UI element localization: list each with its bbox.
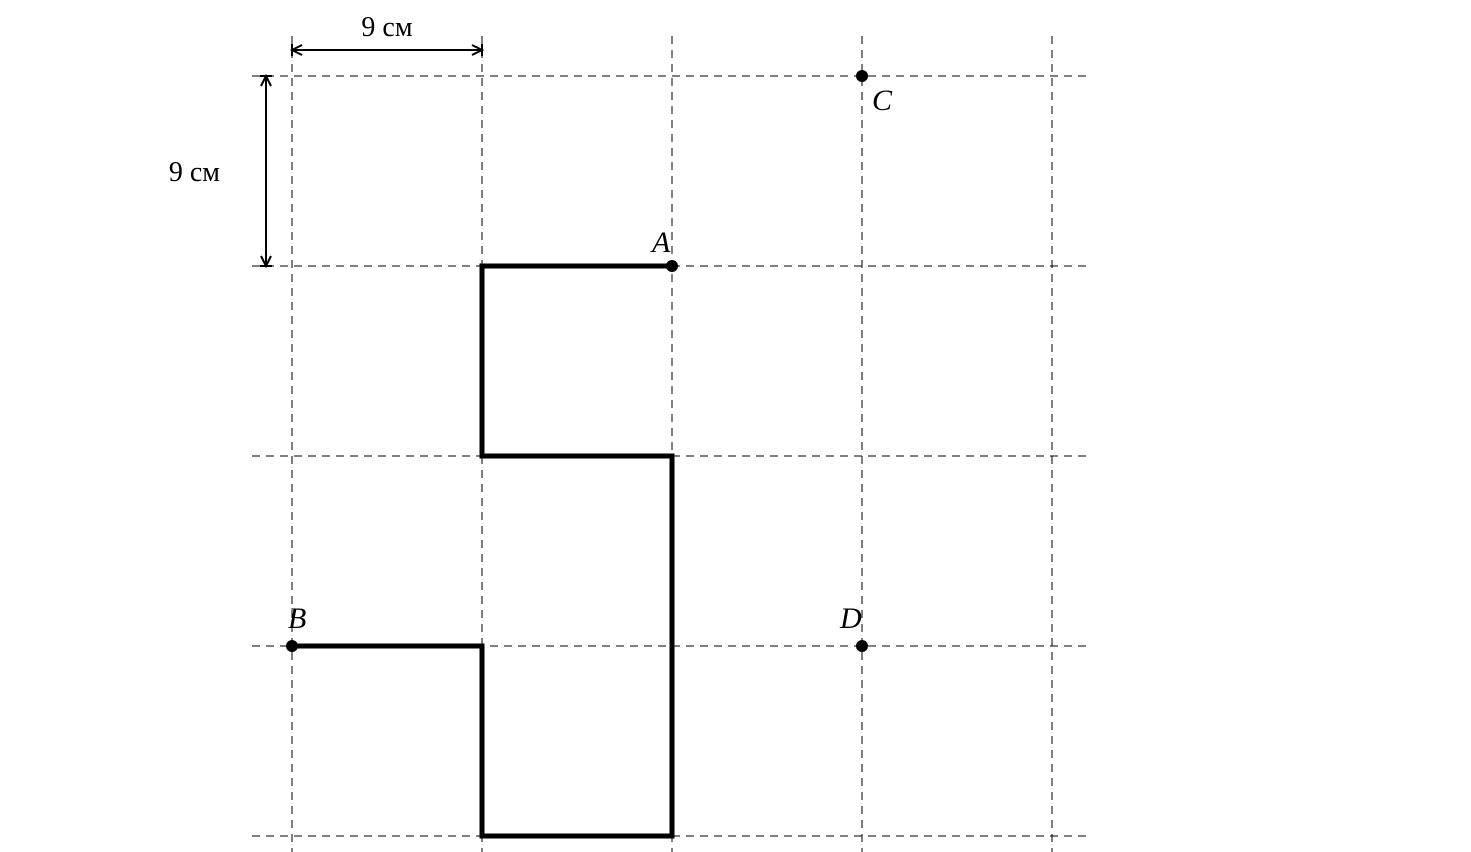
point-label-c: C	[872, 84, 893, 117]
dim-label: 9 см	[169, 157, 220, 188]
point-b	[286, 640, 298, 652]
point-a	[666, 260, 678, 272]
point-label-b: B	[288, 602, 306, 635]
point-c	[856, 70, 868, 82]
dimensions-layer: 9 см 9 см	[169, 12, 482, 266]
point-d	[856, 640, 868, 652]
polyline-layer	[292, 266, 672, 836]
figure-polyline	[292, 266, 672, 836]
dim-label: 9 см	[361, 12, 412, 43]
grid-diagram: A B C D 9 см 9 см	[0, 0, 1471, 852]
points-layer: A B C D	[286, 70, 893, 652]
point-label-d: D	[839, 602, 862, 635]
point-label-a: A	[650, 226, 671, 259]
